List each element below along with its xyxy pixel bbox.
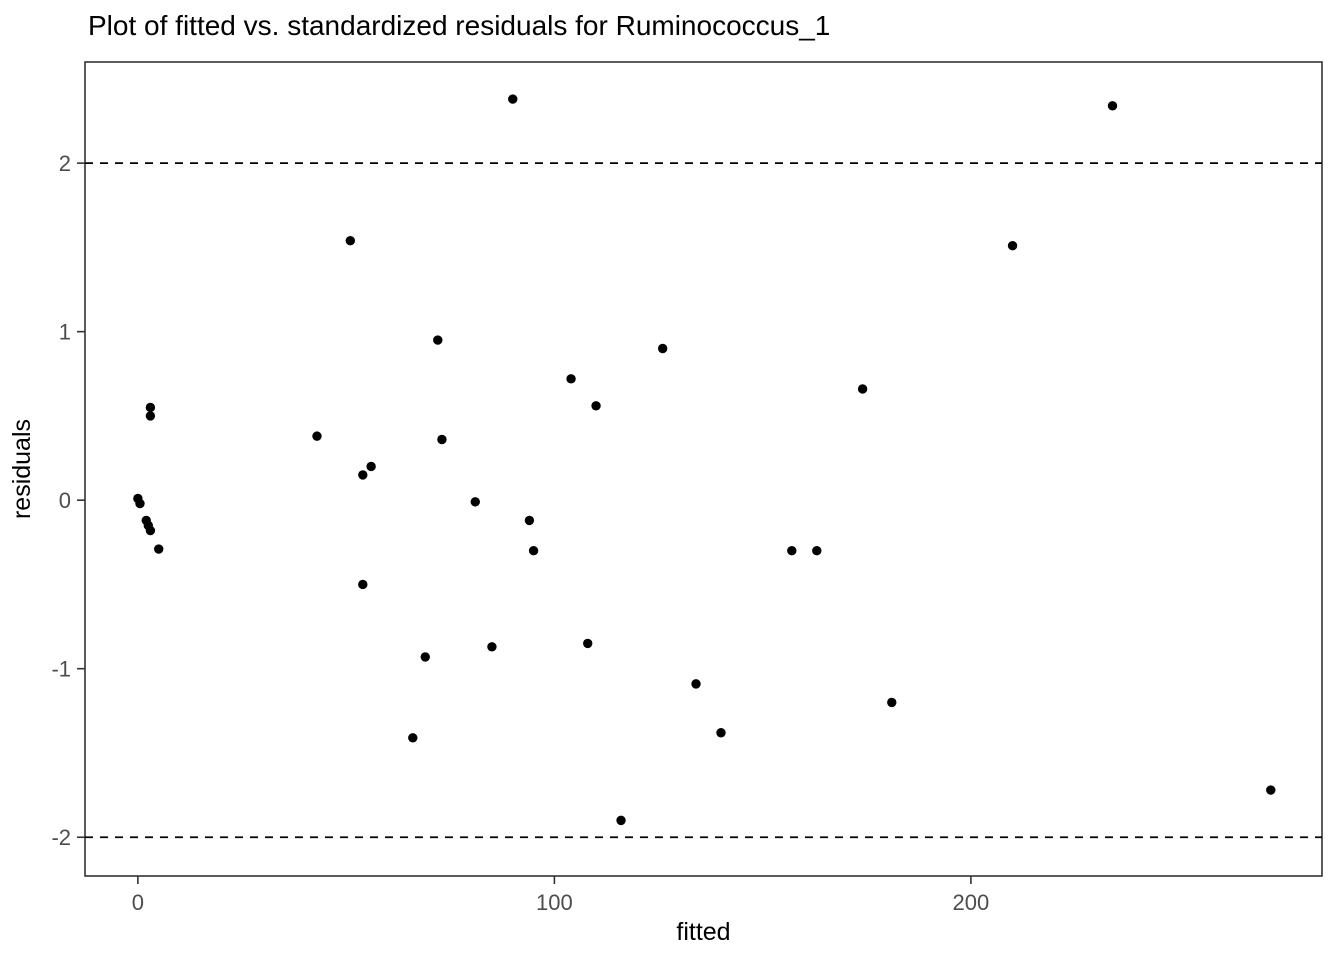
data-point <box>691 679 701 689</box>
y-tick-label: 2 <box>59 151 71 176</box>
data-point <box>154 544 164 554</box>
data-point <box>145 525 156 536</box>
data-point <box>887 697 897 708</box>
data-point <box>566 374 576 384</box>
data-point <box>616 815 626 826</box>
data-point <box>508 94 518 104</box>
data-point <box>716 728 726 738</box>
data-point <box>524 515 535 526</box>
data-point <box>528 546 539 556</box>
y-axis: -2 -1 0 1 2 <box>51 151 85 850</box>
data-point <box>437 434 447 445</box>
y-tick-label: -1 <box>51 657 71 682</box>
data-point <box>1266 785 1276 795</box>
data-point <box>358 579 368 590</box>
y-tick-label: -2 <box>51 825 71 850</box>
data-point <box>420 652 430 662</box>
data-point <box>787 546 797 556</box>
data-point <box>145 411 156 421</box>
data-point <box>470 497 480 507</box>
x-tick-label: 0 <box>132 890 144 915</box>
y-tick-label: 0 <box>59 488 71 513</box>
data-point <box>857 384 868 394</box>
data-point <box>657 343 668 354</box>
data-point <box>345 235 356 246</box>
data-point <box>366 461 376 472</box>
data-point <box>135 498 145 509</box>
x-axis-title: fitted <box>676 918 730 946</box>
reference-lines <box>85 162 1322 839</box>
data-point <box>408 733 418 743</box>
data-point <box>312 431 322 441</box>
data-point <box>591 401 601 411</box>
data-point <box>812 546 822 556</box>
y-axis-title: residuals <box>8 419 36 519</box>
data-point <box>358 470 368 480</box>
y-tick-label: 1 <box>59 320 71 345</box>
data-point <box>1007 240 1018 251</box>
data-point <box>583 638 593 649</box>
x-axis: 0 100 200 <box>132 876 989 915</box>
data-points <box>133 94 1276 826</box>
data-point <box>433 335 443 345</box>
plot-panel <box>84 61 1323 877</box>
x-tick-label: 100 <box>536 890 573 915</box>
data-point <box>1107 101 1118 111</box>
chart-title: Plot of fitted vs. standardized residual… <box>88 10 831 41</box>
data-point <box>145 402 156 413</box>
x-tick-label: 200 <box>953 890 990 915</box>
data-point <box>487 642 497 652</box>
